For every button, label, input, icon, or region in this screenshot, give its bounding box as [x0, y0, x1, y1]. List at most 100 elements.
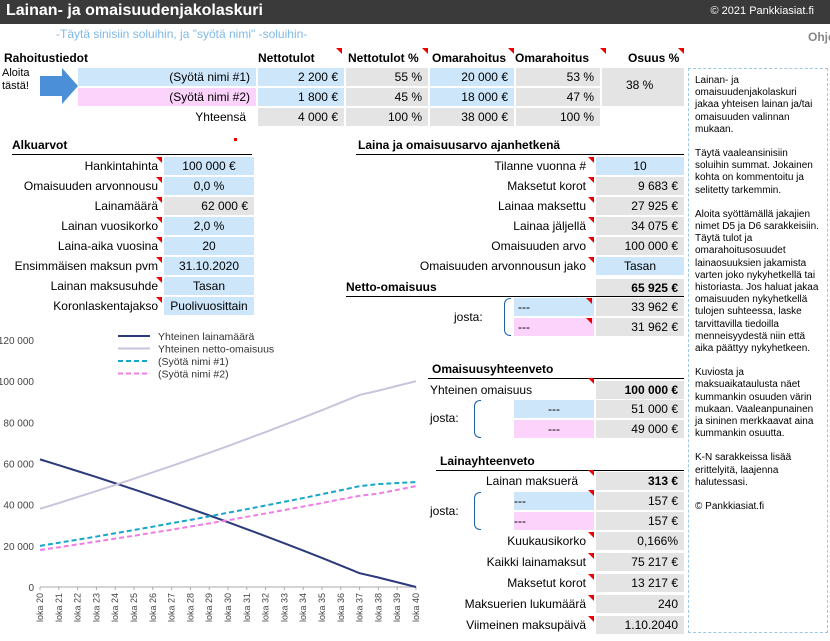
netto-1-input[interactable]: 2 200 € — [258, 68, 344, 86]
total-oma: 38 000 € — [430, 108, 514, 126]
netto-person-2-name: --- — [514, 318, 594, 336]
comment-marker — [508, 48, 514, 54]
netto-1-pct: 55 % — [346, 68, 428, 86]
omaisuus-person-1-value: 51 000 € — [596, 400, 684, 418]
netto-2-input[interactable]: 1 800 € — [258, 88, 344, 106]
netto-person-1-value: 33 962 € — [596, 298, 684, 316]
lainayhteenveto-value-3: 240 — [596, 595, 684, 613]
legend-label: Yhteinen lainamäärä — [158, 331, 254, 343]
x-tick-label: loka 33 — [279, 593, 289, 622]
y-tick-label: 0 — [28, 583, 34, 594]
legend-label: (Syötä nimi #2) — [158, 369, 229, 381]
ajanhetki-header: Laina ja omaisuusarvo ajanhetkenä — [358, 138, 561, 152]
comment-marker — [588, 616, 594, 622]
ajanhetki-value-0[interactable]: 10 — [596, 157, 684, 175]
comment-marker — [600, 48, 606, 54]
lainayhteenveto-value-2: 13 217 € — [596, 574, 684, 592]
josta-label: josta: — [430, 504, 459, 518]
name-2-input[interactable]: (Syötä nimi #2) — [78, 88, 256, 106]
ajanhetki-value-1: 9 683 € — [596, 177, 684, 195]
netto-2-pct: 45 % — [346, 88, 428, 106]
side-tab-label: Ohje — [808, 30, 830, 44]
col-omarahoitus-pct: Omarahoitus — [515, 51, 590, 65]
x-tick-label: loka 24 — [110, 593, 120, 622]
comment-marker — [336, 48, 342, 54]
comment-marker — [588, 470, 594, 476]
yhteinen-omaisuus-label: Yhteinen omaisuus — [430, 383, 533, 397]
oma-1-pct: 53 % — [516, 68, 600, 86]
lainayhteenveto-header: Lainayhteenveto — [440, 454, 535, 468]
x-tick-label: loka 28 — [185, 593, 195, 622]
alkuarvot-value-6[interactable]: Tasan — [164, 277, 254, 295]
total-oma-pct: 100 % — [516, 108, 600, 126]
ajanhetki-value-3: 34 075 € — [596, 217, 684, 235]
x-tick-label: loka 39 — [392, 593, 402, 622]
netto-person-1-name: --- — [514, 298, 594, 316]
netto-omaisuus-label: Netto-omaisuus — [346, 280, 437, 294]
name-1-input[interactable]: (Syötä nimi #1) — [78, 68, 256, 86]
alkuarvot-label: Lainan maksusuhde — [50, 279, 158, 293]
oma-1-input[interactable]: 20 000 € — [430, 68, 514, 86]
alkuarvot-label: Laina-aika vuosina — [57, 239, 158, 253]
x-tick-label: loka 32 — [261, 593, 271, 622]
omaisuus-header: Omaisuusyhteenveto — [432, 362, 554, 376]
instructions-panel: Lainan- ja omaisuudenjakolaskuri jakaa y… — [688, 68, 828, 633]
divider — [346, 296, 684, 297]
josta-label: josta: — [454, 310, 483, 324]
comment-marker — [156, 157, 162, 163]
maksuera-person-2-value: 157 € — [596, 512, 684, 530]
alkuarvot-label: Koronlaskentajakso — [53, 299, 158, 313]
y-tick-label: 80 000 — [3, 418, 34, 429]
maksuera-person-2-name: --- — [514, 512, 594, 530]
comment-marker — [588, 574, 594, 580]
alkuarvot-label: Lainamäärä — [94, 199, 158, 213]
series-line-2 — [39, 380, 417, 510]
alkuarvot-label: Ensimmäisen maksun pvm — [14, 259, 158, 273]
rahoitus-header: Rahoitustiedot — [4, 51, 88, 65]
total-netto-pct: 100 % — [346, 108, 428, 126]
x-tick-label: loka 38 — [373, 593, 383, 622]
title-bar: Lainan- ja omaisuudenjakolaskuri © 2021 … — [0, 0, 830, 24]
lainayhteenveto-label: Maksetut korot — [507, 576, 586, 590]
x-tick-label: loka 40 — [411, 593, 421, 622]
alkuarvot-value-3[interactable]: 2,0 % — [164, 217, 254, 235]
comment-marker — [156, 217, 162, 223]
lainayhteenveto-label: Kaikki lainamaksut — [486, 555, 586, 569]
x-tick-label: loka 36 — [336, 593, 346, 622]
hint-text: -Täytä sinisiin soluihin, ja "syötä nimi… — [56, 27, 308, 41]
brace-icon — [474, 492, 481, 530]
lainayhteenveto-value-1: 75 217 € — [596, 553, 684, 571]
x-tick-label: loka 25 — [129, 593, 139, 622]
comment-marker — [588, 532, 594, 538]
app-title: Lainan- ja omaisuudenjakolaskuri — [6, 2, 263, 19]
lainayhteenveto-value-0: 0,166% — [596, 532, 684, 550]
comment-marker — [588, 217, 594, 223]
y-tick-label: 120 000 — [0, 336, 34, 347]
alkuarvot-value-1[interactable]: 0,0 % — [164, 177, 254, 195]
comment-marker — [588, 595, 594, 601]
alkuarvot-value-2: 62 000 € — [164, 197, 254, 215]
alkuarvot-value-7[interactable]: Puolivuosittain — [164, 297, 254, 315]
brace-icon — [504, 298, 511, 336]
oma-2-input[interactable]: 18 000 € — [430, 88, 514, 106]
x-tick-label: loka 35 — [317, 593, 327, 622]
instructions-paragraph: Kuviosta ja maksuaikataulusta näet kumma… — [695, 367, 814, 440]
x-tick-label: loka 23 — [91, 593, 101, 622]
comment-marker — [588, 378, 594, 384]
alkuarvot-value-0[interactable]: 100 000 € — [164, 157, 254, 175]
alkuarvot-value-5[interactable]: 31.10.2020 — [164, 257, 254, 275]
omaisuus-person-2-name: --- — [514, 420, 594, 438]
ajanhetki-value-5[interactable]: Tasan — [596, 257, 684, 275]
start-here-label: Aloita tästä! — [2, 67, 30, 92]
divider — [428, 378, 684, 379]
ajanhetki-label: Omaisuuden arvonnousun jako — [419, 259, 586, 273]
osuus-value: 38 % — [602, 68, 684, 106]
start-arrow-icon — [40, 68, 78, 104]
divider — [12, 154, 252, 155]
x-tick-label: loka 37 — [355, 593, 365, 622]
series-line-1 — [39, 458, 417, 588]
comment-marker — [156, 257, 162, 263]
netto-person-2-value: 31 962 € — [596, 318, 684, 336]
alkuarvot-value-4[interactable]: 20 — [164, 237, 254, 255]
total-label: Yhteensä — [195, 110, 246, 124]
